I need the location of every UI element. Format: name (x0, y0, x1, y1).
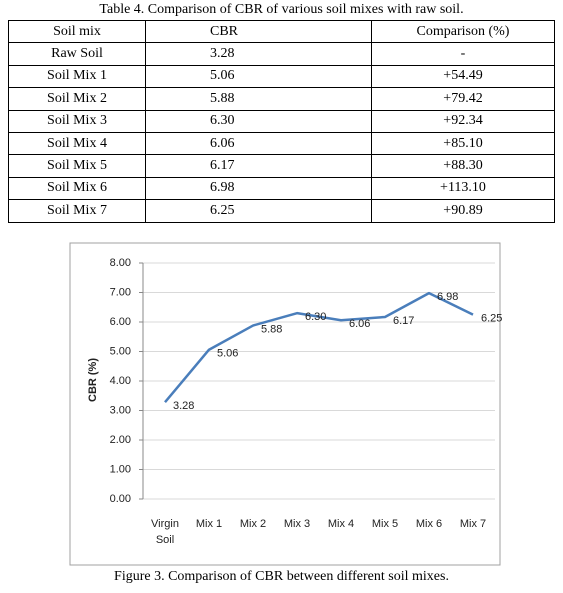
data-label: 6.06 (349, 318, 370, 330)
x-tick-label: Mix 2 (239, 518, 267, 530)
x-tick-label: Mix 1 (195, 518, 223, 530)
table-cell: 6.06 (145, 131, 372, 156)
y-tick-label: 5.00 (110, 345, 131, 357)
data-label: 6.25 (481, 313, 502, 325)
data-line (164, 291, 474, 404)
x-tick-label: Virgin Soil (151, 518, 179, 546)
table-cell: Soil Mix 5 (8, 154, 146, 178)
data-label: 6.98 (437, 291, 458, 303)
table-cell: +85.10 (371, 131, 555, 156)
x-tick-label: Mix 6 (415, 518, 443, 530)
data-label: 6.30 (305, 311, 326, 323)
table-row: Soil Mix 7 6.25 +90.89 (8, 199, 555, 223)
data-label: 3.28 (173, 400, 194, 412)
data-label: 6.17 (393, 315, 414, 327)
table-cell: +90.89 (371, 199, 555, 223)
table-row: Soil Mix 1 5.06 +54.49 (8, 64, 555, 89)
table-caption: Table 4. Comparison of CBR of various so… (99, 2, 464, 17)
x-tick-label: Mix 5 (371, 518, 399, 530)
table-body: Soil mix CBR Comparison (%) Raw Soil 3.28- So… (8, 19, 555, 223)
y-tick-label: 0.00 (110, 493, 131, 505)
y-tick-label: 2.00 (110, 434, 131, 446)
table-cell: 6.25 (145, 199, 372, 223)
table-header-row: Soil mix CBR Comparison (%) (8, 19, 555, 44)
table-cell: Soil Mix 3 (8, 109, 146, 133)
y-tick-label: 8.00 (110, 257, 131, 269)
table-row: Soil Mix 3 6.30 +92.34 (8, 109, 555, 133)
y-tick-label: 7.00 (110, 286, 131, 298)
table-row: Soil Mix 2 5.88 +79.42 (8, 87, 555, 111)
table-row: Soil Mix 4 6.06 +85.10 (8, 131, 555, 156)
y-tick-label: 6.00 (110, 316, 131, 328)
y-axis-title: CBR (%) (87, 358, 99, 402)
figure-caption: Figure 3. Comparison of CBR between diff… (114, 569, 449, 584)
data-label: 5.06 (217, 348, 238, 360)
x-tick-label: Mix 4 (327, 518, 355, 530)
table-cell: Soil Mix 7 (8, 199, 146, 223)
table-row: Raw Soil 3.28- (8, 42, 555, 66)
table: Soil mix CBR Comparison (%) Raw Soil 3.28- So… (8, 19, 555, 223)
table-cell: +54.49 (371, 64, 555, 89)
y-tick-label: 3.00 (110, 404, 131, 416)
table-row: Soil Mix 5 6.17 +88.30 (8, 154, 555, 178)
y-tick-label: 4.00 (110, 375, 131, 387)
x-tick-label: Mix 7 (459, 518, 487, 530)
y-tick-label: 1.00 (110, 463, 131, 475)
x-tick-label: Mix 3 (283, 518, 311, 530)
chart-frame (69, 242, 501, 566)
data-label: 5.88 (261, 323, 282, 335)
